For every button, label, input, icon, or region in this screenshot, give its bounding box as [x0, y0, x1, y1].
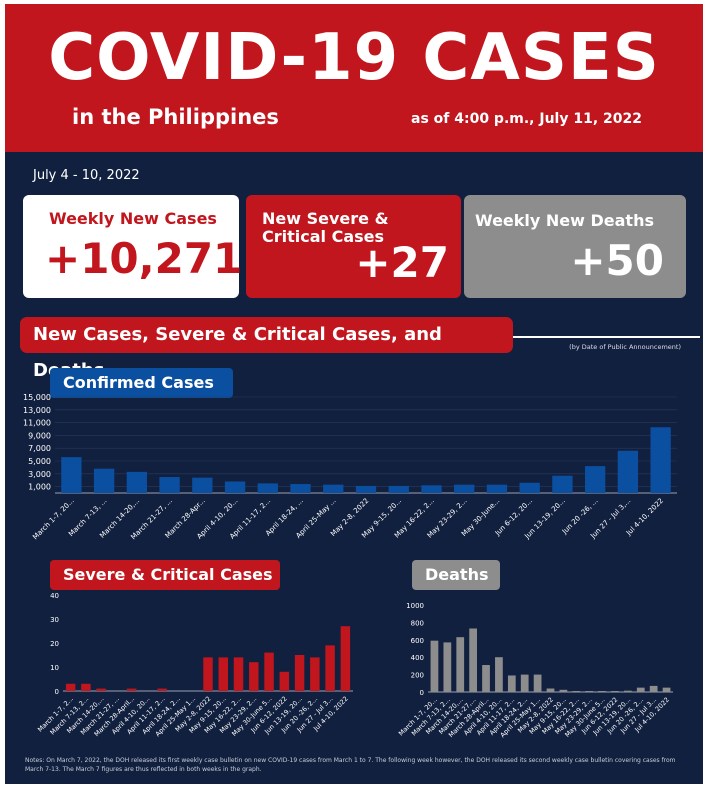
subtitle: in the Philippines	[72, 105, 279, 129]
severe-bar	[233, 657, 244, 691]
deaths-bar	[520, 674, 529, 692]
severe-critical-title: Severe & Critical Cases	[50, 560, 280, 590]
severe-critical-card: New Severe & Critical Cases +27	[246, 195, 461, 298]
weekly-new-cases-label: Weekly New Cases	[49, 209, 217, 228]
severe-bar	[325, 645, 335, 691]
confirmed-bar	[159, 477, 180, 493]
deaths-bar	[636, 687, 645, 692]
confirmed-y-tick-label: 9,000	[28, 431, 51, 440]
confirmed-y-tick-label: 3,000	[28, 470, 51, 479]
date-range: July 4 - 10, 2022	[33, 168, 140, 183]
deaths-bar	[443, 642, 452, 692]
weekly-new-cases-card: Weekly New Cases +10,271	[23, 195, 243, 298]
severe-bar	[310, 657, 320, 691]
confirmed-y-tick-label: 7,000	[28, 444, 51, 453]
severe-critical-value: +27	[355, 238, 449, 287]
severe-critical-label-line1: New Severe &	[262, 209, 389, 228]
deaths-bar	[662, 687, 671, 692]
confirmed-y-tick-label: 1,000	[28, 483, 51, 492]
confirmed-bar	[519, 482, 540, 493]
confirmed-y-tick-label: 5,000	[28, 457, 51, 466]
severe-bar	[157, 688, 167, 691]
as-of-timestamp: as of 4:00 p.m., July 11, 2022	[411, 111, 642, 127]
severe-y-tick-label: 30	[50, 616, 59, 624]
section-divider	[513, 336, 700, 338]
severe-y-tick-label: 10	[50, 664, 59, 672]
header-banner: COVID-19 CASES in the Philippines as of …	[5, 4, 703, 152]
deaths-bar	[469, 628, 477, 692]
severe-bar	[249, 662, 259, 691]
deaths-bar	[507, 675, 516, 692]
severe-bar	[203, 657, 213, 691]
severe-bar	[294, 655, 305, 691]
severe-bar	[279, 671, 290, 691]
confirmed-y-tick-label: 13,000	[23, 406, 51, 415]
confirmed-bar	[126, 471, 147, 493]
deaths-title: Deaths	[412, 560, 500, 590]
deaths-bar	[559, 689, 568, 692]
severe-bar	[264, 652, 274, 691]
weekly-new-deaths-label: Weekly New Deaths	[475, 211, 654, 230]
deaths-bar	[456, 637, 465, 692]
deaths-bar	[624, 690, 632, 692]
deaths-bar	[598, 691, 606, 692]
severe-bar	[81, 683, 91, 691]
confirmed-bar	[552, 475, 573, 493]
charts-canvas: 1,000 3,000 5,000 7,000 9,000 11,000 13,000 15,…	[23, 393, 677, 739]
severe-bar	[65, 683, 76, 691]
confirmed-bar	[585, 466, 606, 493]
deaths-bar	[495, 657, 503, 692]
severe-y-tick-label: 0	[55, 688, 59, 696]
deaths-bar	[430, 640, 439, 692]
confirmed-bar	[93, 468, 115, 493]
confirmed-bar	[650, 427, 671, 493]
deaths-y-tick-label: 800	[411, 619, 424, 627]
deaths-y-tick-label: 400	[411, 654, 424, 662]
infographic: COVID-19 CASES in the Philippines as of …	[5, 4, 703, 784]
severe-y-tick-label: 40	[50, 592, 59, 600]
deaths-y-tick-label: 0	[420, 689, 424, 697]
confirmed-bar	[323, 484, 344, 493]
deaths-y-tick-label: 200	[411, 672, 424, 680]
deaths-bar	[533, 674, 542, 692]
confirmed-y-tick-label: 11,000	[23, 419, 51, 428]
severe-bar	[340, 626, 351, 691]
confirmed-bar	[486, 484, 508, 493]
weekly-new-deaths-card: Weekly New Deaths +50	[464, 195, 686, 298]
confirmed-bar	[290, 484, 311, 493]
deaths-bar	[649, 685, 658, 692]
page-title: COVID-19 CASES	[48, 21, 660, 95]
deaths-bar	[572, 691, 581, 692]
footnote: Notes: On March 7, 2022, the DOH release…	[25, 757, 676, 773]
section-note: (by Date of Public Announcement)	[569, 343, 681, 351]
weekly-new-deaths-value: +50	[570, 236, 664, 285]
confirmed-bar	[224, 481, 246, 493]
section-title: New Cases, Severe & Critical Cases, and …	[20, 317, 513, 381]
confirmed-bar	[454, 484, 475, 493]
deaths-bar	[611, 691, 619, 692]
confirmed-cases-title: Confirmed Cases	[50, 368, 233, 398]
severe-bar	[96, 688, 106, 691]
confirmed-bar	[61, 457, 82, 493]
severe-bar	[126, 688, 137, 691]
deaths-y-tick-label: 1000	[406, 602, 424, 610]
confirmed-bar	[192, 477, 213, 493]
deaths-y-tick-label: 600	[411, 637, 424, 645]
confirmed-bar	[388, 485, 409, 493]
severe-bar	[218, 657, 228, 691]
confirmed-bar	[355, 485, 377, 493]
deaths-bar	[585, 691, 594, 692]
confirmed-bar	[617, 450, 639, 493]
severe-y-tick-label: 20	[50, 640, 59, 648]
severe-critical-label-line2: Critical Cases	[262, 227, 385, 246]
deaths-bar	[482, 665, 490, 692]
deaths-bar	[546, 688, 555, 692]
confirmed-bar	[257, 483, 278, 493]
confirmed-bar	[421, 485, 442, 493]
weekly-new-cases-value: +10,271	[45, 234, 243, 283]
confirmed-y-tick-label: 15,000	[23, 393, 51, 402]
